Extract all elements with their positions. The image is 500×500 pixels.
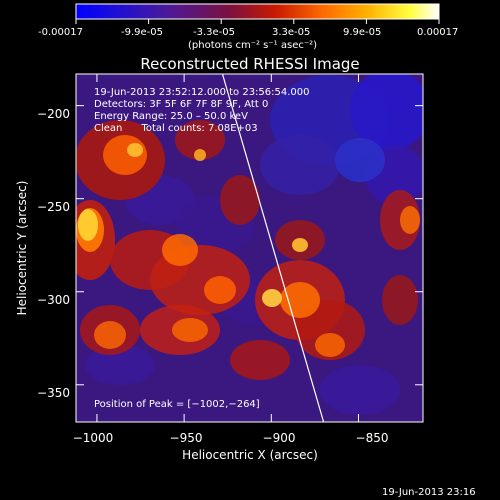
colorbar-units-label: (photons cm⁻² s⁻¹ asec⁻²) [188,40,317,51]
colorbar-ticks [75,19,440,24]
colorbar-tick-label-5: 0.00017 [417,27,458,38]
y-tick-label-0: −200 [37,107,70,121]
x-axis-label: Heliocentric X (arcsec) [182,448,318,462]
y-axis-label: Heliocentric Y (arcsec) [15,181,29,316]
time-range-annotation: 19-Jun-2013 23:52:12.000 to 23:56:54.000 [94,87,310,98]
x-tick-label-3: −850 [356,431,389,445]
y-tick-label-3: −350 [37,386,70,400]
x-axis-ticks [96,74,359,422]
colorbar-tick-label-0: -0.00017 [38,27,83,38]
colorbar [75,3,440,20]
y-axis-ticks [76,105,423,386]
y-tick-label-1: −250 [37,200,70,214]
colorbar-tick-label-4: 9.9e-05 [343,27,381,38]
footer-timestamp: 19-Jun-2013 23:16 [382,487,476,498]
plot-title: Reconstructed RHESSI Image [140,55,359,73]
energy-range-annotation: Energy Range: 25.0 – 50.0 keV [94,111,248,122]
x-tick-label-0: −1000 [73,431,114,445]
detectors-annotation: Detectors: 3F 5F 6F 7F 8F 9F, Att 0 [94,99,268,110]
colorbar-tick-label-2: -3.3e-05 [193,27,235,38]
rhessi-image [76,74,423,422]
solar-limb-line [221,73,325,423]
x-tick-label-2: −900 [263,431,296,445]
peak-position-annotation: Position of Peak = [−1002,−264] [94,399,260,410]
colorbar-tick-label-1: -9.9e-05 [121,27,163,38]
clean-counts-annotation: Clean Total counts: 7.08E+03 [94,123,258,134]
x-tick-label-1: −950 [170,431,203,445]
colorbar-tick-label-3: 3.3e-05 [272,27,310,38]
y-tick-label-2: −300 [37,293,70,307]
plot-frame [75,73,424,423]
